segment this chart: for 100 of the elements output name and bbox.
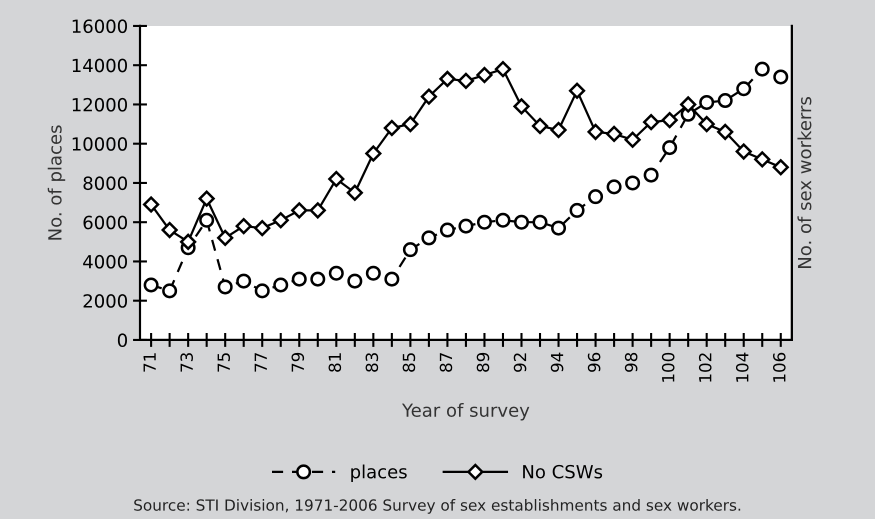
x-tick-label: 71 — [144, 353, 156, 372]
point — [570, 202, 585, 218]
y-tick-label: 0 — [118, 333, 127, 348]
point — [754, 151, 770, 168]
point — [458, 218, 474, 234]
point — [606, 179, 622, 194]
point — [328, 170, 344, 188]
point — [754, 62, 770, 77]
y-axis-title: No. of places — [48, 125, 66, 240]
point — [624, 132, 641, 148]
point — [644, 168, 659, 183]
point — [365, 145, 382, 162]
source-note: Source: STI Division, 1971-2006 Survey of sex establishments and sex workers. — [134, 499, 740, 514]
x-tick-label: 85 — [402, 353, 416, 372]
point — [162, 222, 178, 238]
point — [420, 88, 438, 105]
point — [587, 124, 604, 140]
point — [272, 212, 289, 228]
point — [662, 140, 678, 156]
point — [292, 272, 307, 287]
point — [513, 98, 530, 115]
point — [514, 214, 529, 230]
x-tick-label: 100 — [662, 352, 674, 382]
point — [699, 94, 714, 110]
point — [217, 230, 234, 246]
y2-axis-title: No. of sex workerrs — [797, 97, 812, 268]
point — [310, 272, 326, 287]
point — [310, 202, 326, 219]
x-tick-label: 89 — [476, 352, 490, 372]
point — [698, 116, 715, 132]
point — [625, 175, 640, 190]
point — [495, 212, 510, 228]
point — [736, 81, 752, 96]
x-axis-title: Year of survey — [402, 403, 530, 420]
point — [347, 274, 362, 289]
point — [717, 124, 734, 140]
x-tick-label: 96 — [588, 352, 600, 372]
legend-label: places — [351, 464, 407, 482]
y-tick-label: 10000 — [72, 137, 127, 151]
x-tick-label: 92 — [514, 353, 526, 372]
x-tick-label: 73 — [180, 353, 193, 372]
point — [458, 72, 474, 90]
point — [772, 159, 789, 176]
x-tick-label: 104 — [736, 352, 749, 382]
point — [606, 126, 622, 142]
point — [273, 277, 288, 292]
x-tick-label: 75 — [218, 353, 230, 372]
point — [291, 202, 308, 219]
y-tick-label: 8000 — [83, 176, 127, 190]
point — [384, 120, 400, 136]
point — [162, 283, 178, 298]
x-tick-label: 102 — [698, 353, 712, 382]
point — [180, 234, 196, 250]
x-tick-label: 106 — [772, 352, 786, 382]
point — [550, 122, 567, 138]
point — [384, 272, 400, 287]
y-tick-label: 12000 — [72, 98, 127, 112]
x-tick-label: 83 — [366, 353, 378, 372]
point — [440, 222, 455, 238]
point — [346, 184, 363, 201]
point — [494, 61, 512, 78]
point — [532, 214, 548, 230]
y-tick-label: 6000 — [84, 216, 127, 230]
point — [236, 274, 252, 289]
y-tick-label: 2000 — [84, 294, 127, 308]
point — [198, 190, 215, 207]
point — [254, 283, 270, 298]
y-tick-label: 16000 — [72, 19, 127, 34]
point — [328, 266, 344, 281]
x-tick-label: 79 — [291, 352, 304, 372]
point — [142, 196, 160, 213]
point — [476, 66, 493, 84]
y-tick-label: 14000 — [72, 58, 127, 72]
x-tick-label: 98 — [624, 352, 638, 372]
point — [568, 82, 586, 99]
point — [402, 116, 419, 132]
point — [218, 279, 233, 294]
legend-label: No CSWs — [523, 464, 602, 478]
point — [662, 112, 678, 128]
point — [476, 214, 492, 230]
x-tick-label: 81 — [328, 353, 342, 372]
point — [736, 143, 752, 160]
point — [254, 220, 270, 236]
point — [643, 114, 660, 130]
point — [439, 70, 456, 88]
x-tick-label: 87 — [440, 353, 452, 372]
point — [236, 218, 252, 234]
point — [199, 212, 214, 228]
x-tick-label: 77 — [254, 353, 267, 372]
x-tick-label: 94 — [550, 352, 564, 372]
point — [551, 220, 566, 236]
point — [680, 96, 696, 113]
point — [773, 69, 788, 84]
y-tick-label: 4000 — [83, 254, 127, 269]
point — [588, 189, 604, 204]
point — [366, 266, 381, 281]
point — [402, 242, 418, 258]
point — [144, 277, 159, 292]
point — [718, 93, 733, 108]
point — [532, 118, 548, 134]
